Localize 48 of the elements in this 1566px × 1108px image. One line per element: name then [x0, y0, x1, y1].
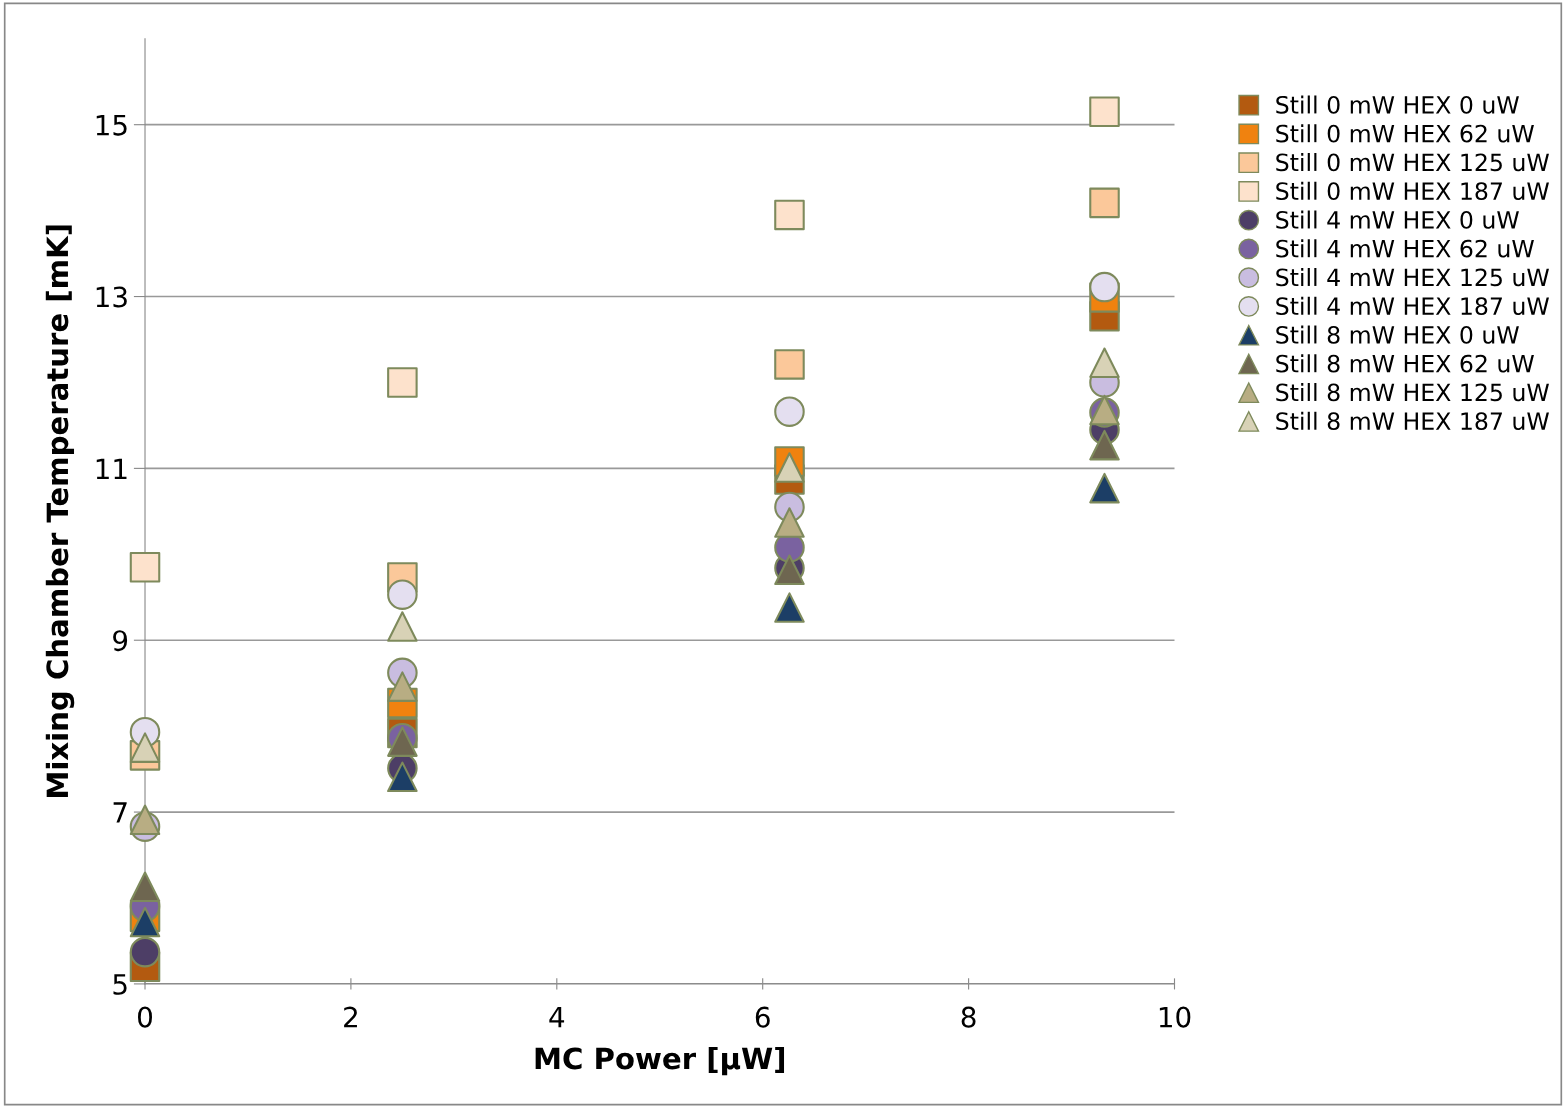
y-tick-label: 5	[113, 974, 127, 995]
point	[129, 936, 161, 968]
x-tick-label: 8	[961, 1006, 976, 1028]
point	[1089, 96, 1120, 128]
point	[129, 551, 161, 583]
y-tick-label: 7	[113, 802, 127, 823]
x-tick-label: 10	[1159, 1006, 1191, 1028]
x-axis-title: MC Power [μW]	[535, 1046, 785, 1076]
legend-label: Still 0 mW HEX 187 uW	[1276, 181, 1549, 201]
legend-label: Still 4 mW HEX 62 uW	[1276, 239, 1534, 258]
point	[774, 507, 805, 538]
point	[774, 199, 805, 231]
point	[1089, 187, 1120, 219]
x-tick-label: 4	[549, 1006, 565, 1028]
legend-label: Still 8 mW HEX 0 uW	[1276, 325, 1519, 344]
point	[774, 452, 805, 483]
y-tick-label: 15	[96, 115, 127, 136]
legend-label: Still 0 mW HEX 0 uW	[1276, 95, 1519, 114]
legend-label: Still 8 mW HEX 125 uW	[1276, 383, 1549, 402]
point	[129, 732, 161, 763]
legend-label: Still 0 mW HEX 125 uW	[1276, 152, 1549, 172]
y-tick-label: 9	[113, 630, 128, 652]
legend-label: Still 4 mW HEX 0 uW	[1276, 210, 1519, 229]
legend-label: Still 0 mW HEX 62 uW	[1276, 124, 1534, 143]
point	[1089, 347, 1120, 378]
point	[129, 804, 161, 836]
x-tick-label: 6	[755, 1006, 770, 1028]
point	[387, 671, 418, 702]
point	[1089, 472, 1120, 504]
point	[387, 579, 418, 610]
point	[387, 367, 418, 398]
y-tick-label: 11	[96, 458, 127, 479]
point	[1089, 271, 1120, 303]
point	[387, 611, 418, 642]
x-tick-label: 0	[138, 1006, 152, 1028]
point	[387, 761, 418, 793]
y-tick-label: 13	[96, 286, 127, 308]
legend-label: Still 8 mW HEX 187 uW	[1276, 411, 1549, 431]
legend-label: Still 4 mW HEX 187 uW	[1276, 296, 1549, 316]
x-tick-label: 2	[344, 1006, 357, 1028]
point	[774, 592, 805, 623]
point	[1089, 429, 1120, 461]
y-axis-title: Mixing Chamber Temperature [mK]	[45, 225, 75, 797]
point	[129, 871, 161, 903]
legend-label: Still 8 mW HEX 62 uW	[1276, 354, 1534, 373]
point	[774, 396, 805, 427]
legend-label: Still 4 mW HEX 125 uW	[1276, 268, 1549, 287]
point	[774, 349, 805, 380]
